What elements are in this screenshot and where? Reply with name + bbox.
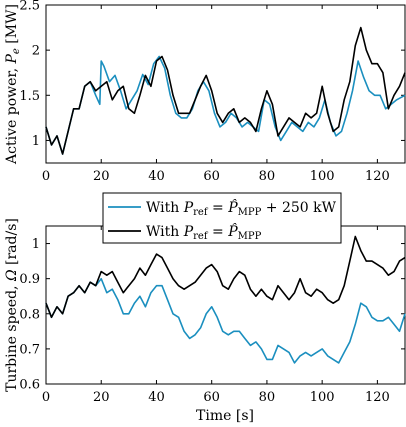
series-line-2 — [45, 26, 406, 155]
y-tick-label: 0.8 — [19, 307, 40, 322]
legend: With Pref = P̂MPP + 250 kW With Pref = P… — [102, 192, 342, 244]
x-tick-label: 20 — [93, 169, 110, 184]
y-tick-label: 0.6 — [19, 378, 40, 393]
x-tick-label: 60 — [203, 390, 220, 405]
y-tick-label: 1.5 — [19, 89, 40, 104]
bottom-ylabel: Turbine speed, Ω [rad/s] — [4, 218, 20, 392]
x-tick-label: 100 — [310, 390, 335, 405]
y-tick-label: 0.7 — [19, 342, 40, 357]
top-ticks: 0 20 40 60 80 100 120 1 1.5 2 2.5 — [19, 0, 405, 184]
x-tick-label: 120 — [365, 169, 390, 184]
x-tick-label: 40 — [148, 169, 165, 184]
bottom-xlabel: Time [s] — [196, 408, 254, 424]
top-ylabel: Active power, Pe [MW] — [4, 4, 22, 165]
x-tick-label: 20 — [93, 390, 110, 405]
plot-area-frame — [45, 4, 406, 164]
y-tick-label: 2 — [32, 44, 40, 59]
bottom-ticks: 0 20 40 60 80 100 120 0.6 0.7 0.8 0.9 1 — [19, 226, 405, 405]
x-tick-label: 0 — [42, 390, 50, 405]
x-tick-label: 60 — [203, 169, 220, 184]
legend-label-1: With Pref = P̂MPP + 250 kW — [146, 198, 337, 218]
plot-area-frame — [45, 225, 406, 385]
legend-box — [102, 192, 342, 244]
turbine-speed-panel: 0 20 40 60 80 100 120 0.6 0.7 0.8 0.9 1 Turbine spe… — [4, 218, 406, 424]
series-line-2 — [45, 235, 406, 319]
x-tick-label: 80 — [259, 390, 276, 405]
bottom-series — [45, 235, 406, 364]
y-tick-label: 2.5 — [19, 0, 40, 14]
x-tick-label: 80 — [259, 169, 276, 184]
series-line-1 — [45, 55, 406, 155]
top-series — [45, 26, 406, 155]
x-tick-label: 40 — [148, 390, 165, 405]
x-tick-label: 0 — [42, 169, 50, 184]
y-tick-label: 0.9 — [19, 272, 40, 287]
legend-label-2: With Pref = P̂MPP — [146, 222, 262, 242]
x-tick-label: 100 — [310, 169, 335, 184]
y-tick-label: 1 — [32, 237, 40, 252]
series-line-1 — [45, 277, 406, 364]
y-tick-label: 1 — [32, 134, 40, 149]
active-power-panel: 0 20 40 60 80 100 120 1 1.5 2 2.5 Active power, Pe… — [4, 0, 406, 184]
x-tick-label: 120 — [365, 390, 390, 405]
